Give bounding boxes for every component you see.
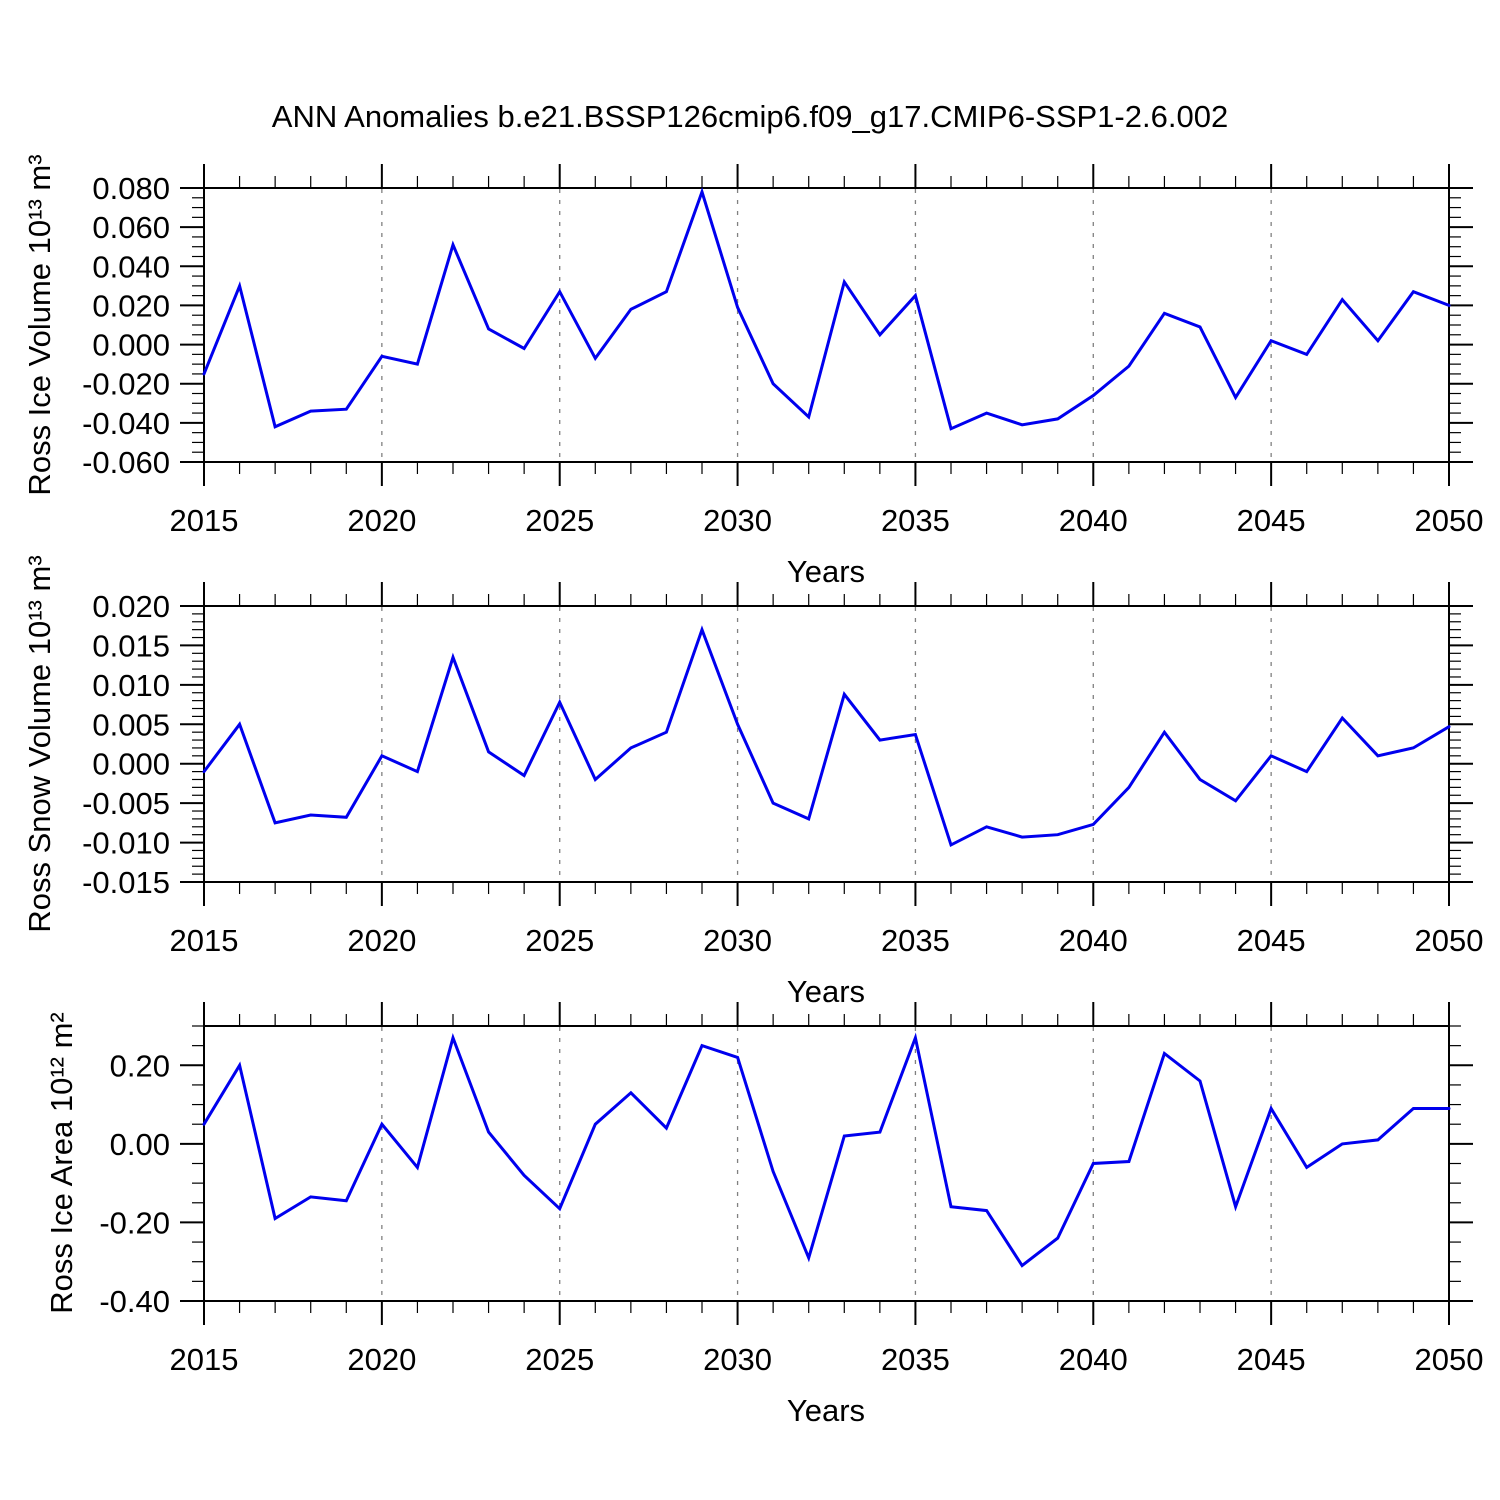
gridlines-ross-ice-area bbox=[381, 1027, 1272, 1300]
x-tick-label: 2025 bbox=[525, 923, 594, 958]
x-tick-label: 2015 bbox=[170, 923, 239, 958]
y-tick-label: -0.015 bbox=[82, 865, 170, 900]
x-tick-label: 2050 bbox=[1415, 1342, 1484, 1377]
series-line-ross-ice-area bbox=[202, 1032, 1451, 1268]
x-tick-label: 2015 bbox=[170, 503, 239, 538]
y-tick-label: 0.000 bbox=[92, 328, 170, 363]
x-tick-label: 2030 bbox=[703, 923, 772, 958]
x-tick-label: 2035 bbox=[881, 923, 950, 958]
x-tick-label: 2020 bbox=[347, 923, 416, 958]
x-axis-label-panel-2: Years bbox=[786, 974, 866, 1009]
x-axis-ross-ice-area: 2015 2020 2025 2030 2035 2040 2045 2050 bbox=[170, 1002, 1484, 1377]
y-tick-label: -0.060 bbox=[82, 445, 170, 480]
plot-border-ross-ice-volume bbox=[203, 187, 1450, 463]
y-tick-label: -0.40 bbox=[99, 1284, 170, 1319]
y-tick-label: -0.040 bbox=[82, 406, 170, 441]
panel-ross-ice-volume: 2015 2020 2025 2030 2035 2040 2045 20500.0800.0… bbox=[82, 164, 1483, 538]
x-tick-label: 2035 bbox=[881, 503, 950, 538]
panel-ross-ice-area: 2015 2020 2025 2030 2035 2040 2045 2050 0.20 0.00… bbox=[99, 1002, 1483, 1377]
plot-border-ross-ice-area bbox=[203, 1025, 1450, 1302]
y-tick-label: 0.020 bbox=[92, 589, 170, 624]
x-tick-label: 2045 bbox=[1237, 923, 1306, 958]
x-tick-label: 2035 bbox=[881, 1342, 950, 1377]
y-tick-label: 0.000 bbox=[92, 747, 170, 782]
x-axis-ross-ice-volume: 2015 2020 2025 2030 2035 2040 2045 2050 bbox=[170, 164, 1484, 538]
x-axis-label-panel-1: Years bbox=[786, 554, 866, 589]
x-tick-label: 2020 bbox=[347, 503, 416, 538]
x-tick-label: 2025 bbox=[525, 503, 594, 538]
x-tick-label: 2020 bbox=[347, 1342, 416, 1377]
series-line-ross-ice-volume bbox=[202, 187, 1451, 431]
y-tick-label: -0.010 bbox=[82, 826, 170, 861]
panel-ross-snow-volume: 2015 2020 2025 2030 2035 2040 2045 20500.0200.0… bbox=[82, 582, 1483, 958]
x-tick-label: 2030 bbox=[703, 503, 772, 538]
series-line-ross-snow-volume bbox=[202, 625, 1451, 848]
y-tick-label: -0.20 bbox=[99, 1205, 170, 1240]
y-tick-label: 0.040 bbox=[92, 249, 170, 284]
x-tick-label: 2050 bbox=[1415, 503, 1484, 538]
x-tick-label: 2025 bbox=[525, 1342, 594, 1377]
y-tick-label: 0.20 bbox=[110, 1048, 170, 1083]
x-tick-label: 2040 bbox=[1059, 923, 1128, 958]
x-tick-label: 2045 bbox=[1237, 503, 1306, 538]
y-tick-label: 0.005 bbox=[92, 707, 170, 742]
y-axis-ross-snow-volume: 0.020 0.015 0.010 0.005 0.000 -0.005 -0.010 -0.… bbox=[82, 589, 1473, 900]
x-axis-ross-snow-volume: 2015 2020 2025 2030 2035 2040 2045 2050 bbox=[170, 582, 1484, 958]
y-tick-label: 0.060 bbox=[92, 210, 170, 245]
x-tick-label: 2040 bbox=[1059, 503, 1128, 538]
y-axis-ross-ice-volume: 0.080 0.060 0.040 0.020 0.000 -0.020 -0.040 -0.… bbox=[82, 171, 1473, 480]
gridlines-ross-ice-volume bbox=[381, 189, 1272, 461]
y-tick-label: 0.080 bbox=[92, 171, 170, 206]
y-axis-ross-ice-area: 0.20 0.00 -0.20 -0.40 bbox=[99, 1025, 1473, 1319]
x-tick-label: 2045 bbox=[1237, 1342, 1306, 1377]
x-tick-label: 2040 bbox=[1059, 1342, 1128, 1377]
y-tick-label: 0.00 bbox=[110, 1127, 170, 1162]
x-tick-label: 2015 bbox=[170, 1342, 239, 1377]
chart-title: ANN Anomalies b.e21.BSSP126cmip6.f09_g17… bbox=[271, 99, 1229, 134]
y-tick-label: 0.015 bbox=[92, 628, 170, 663]
x-tick-label: 2030 bbox=[703, 1342, 772, 1377]
x-axis-label-panel-3: Years bbox=[786, 1393, 866, 1428]
y-tick-label: -0.005 bbox=[82, 786, 170, 821]
x-tick-label: 2050 bbox=[1415, 923, 1484, 958]
y-tick-label: 0.020 bbox=[92, 288, 170, 323]
plot-border-ross-snow-volume bbox=[203, 605, 1450, 883]
y-tick-label: -0.020 bbox=[82, 367, 170, 402]
y-tick-label: 0.010 bbox=[92, 668, 170, 703]
gridlines-ross-snow-volume bbox=[381, 607, 1272, 881]
